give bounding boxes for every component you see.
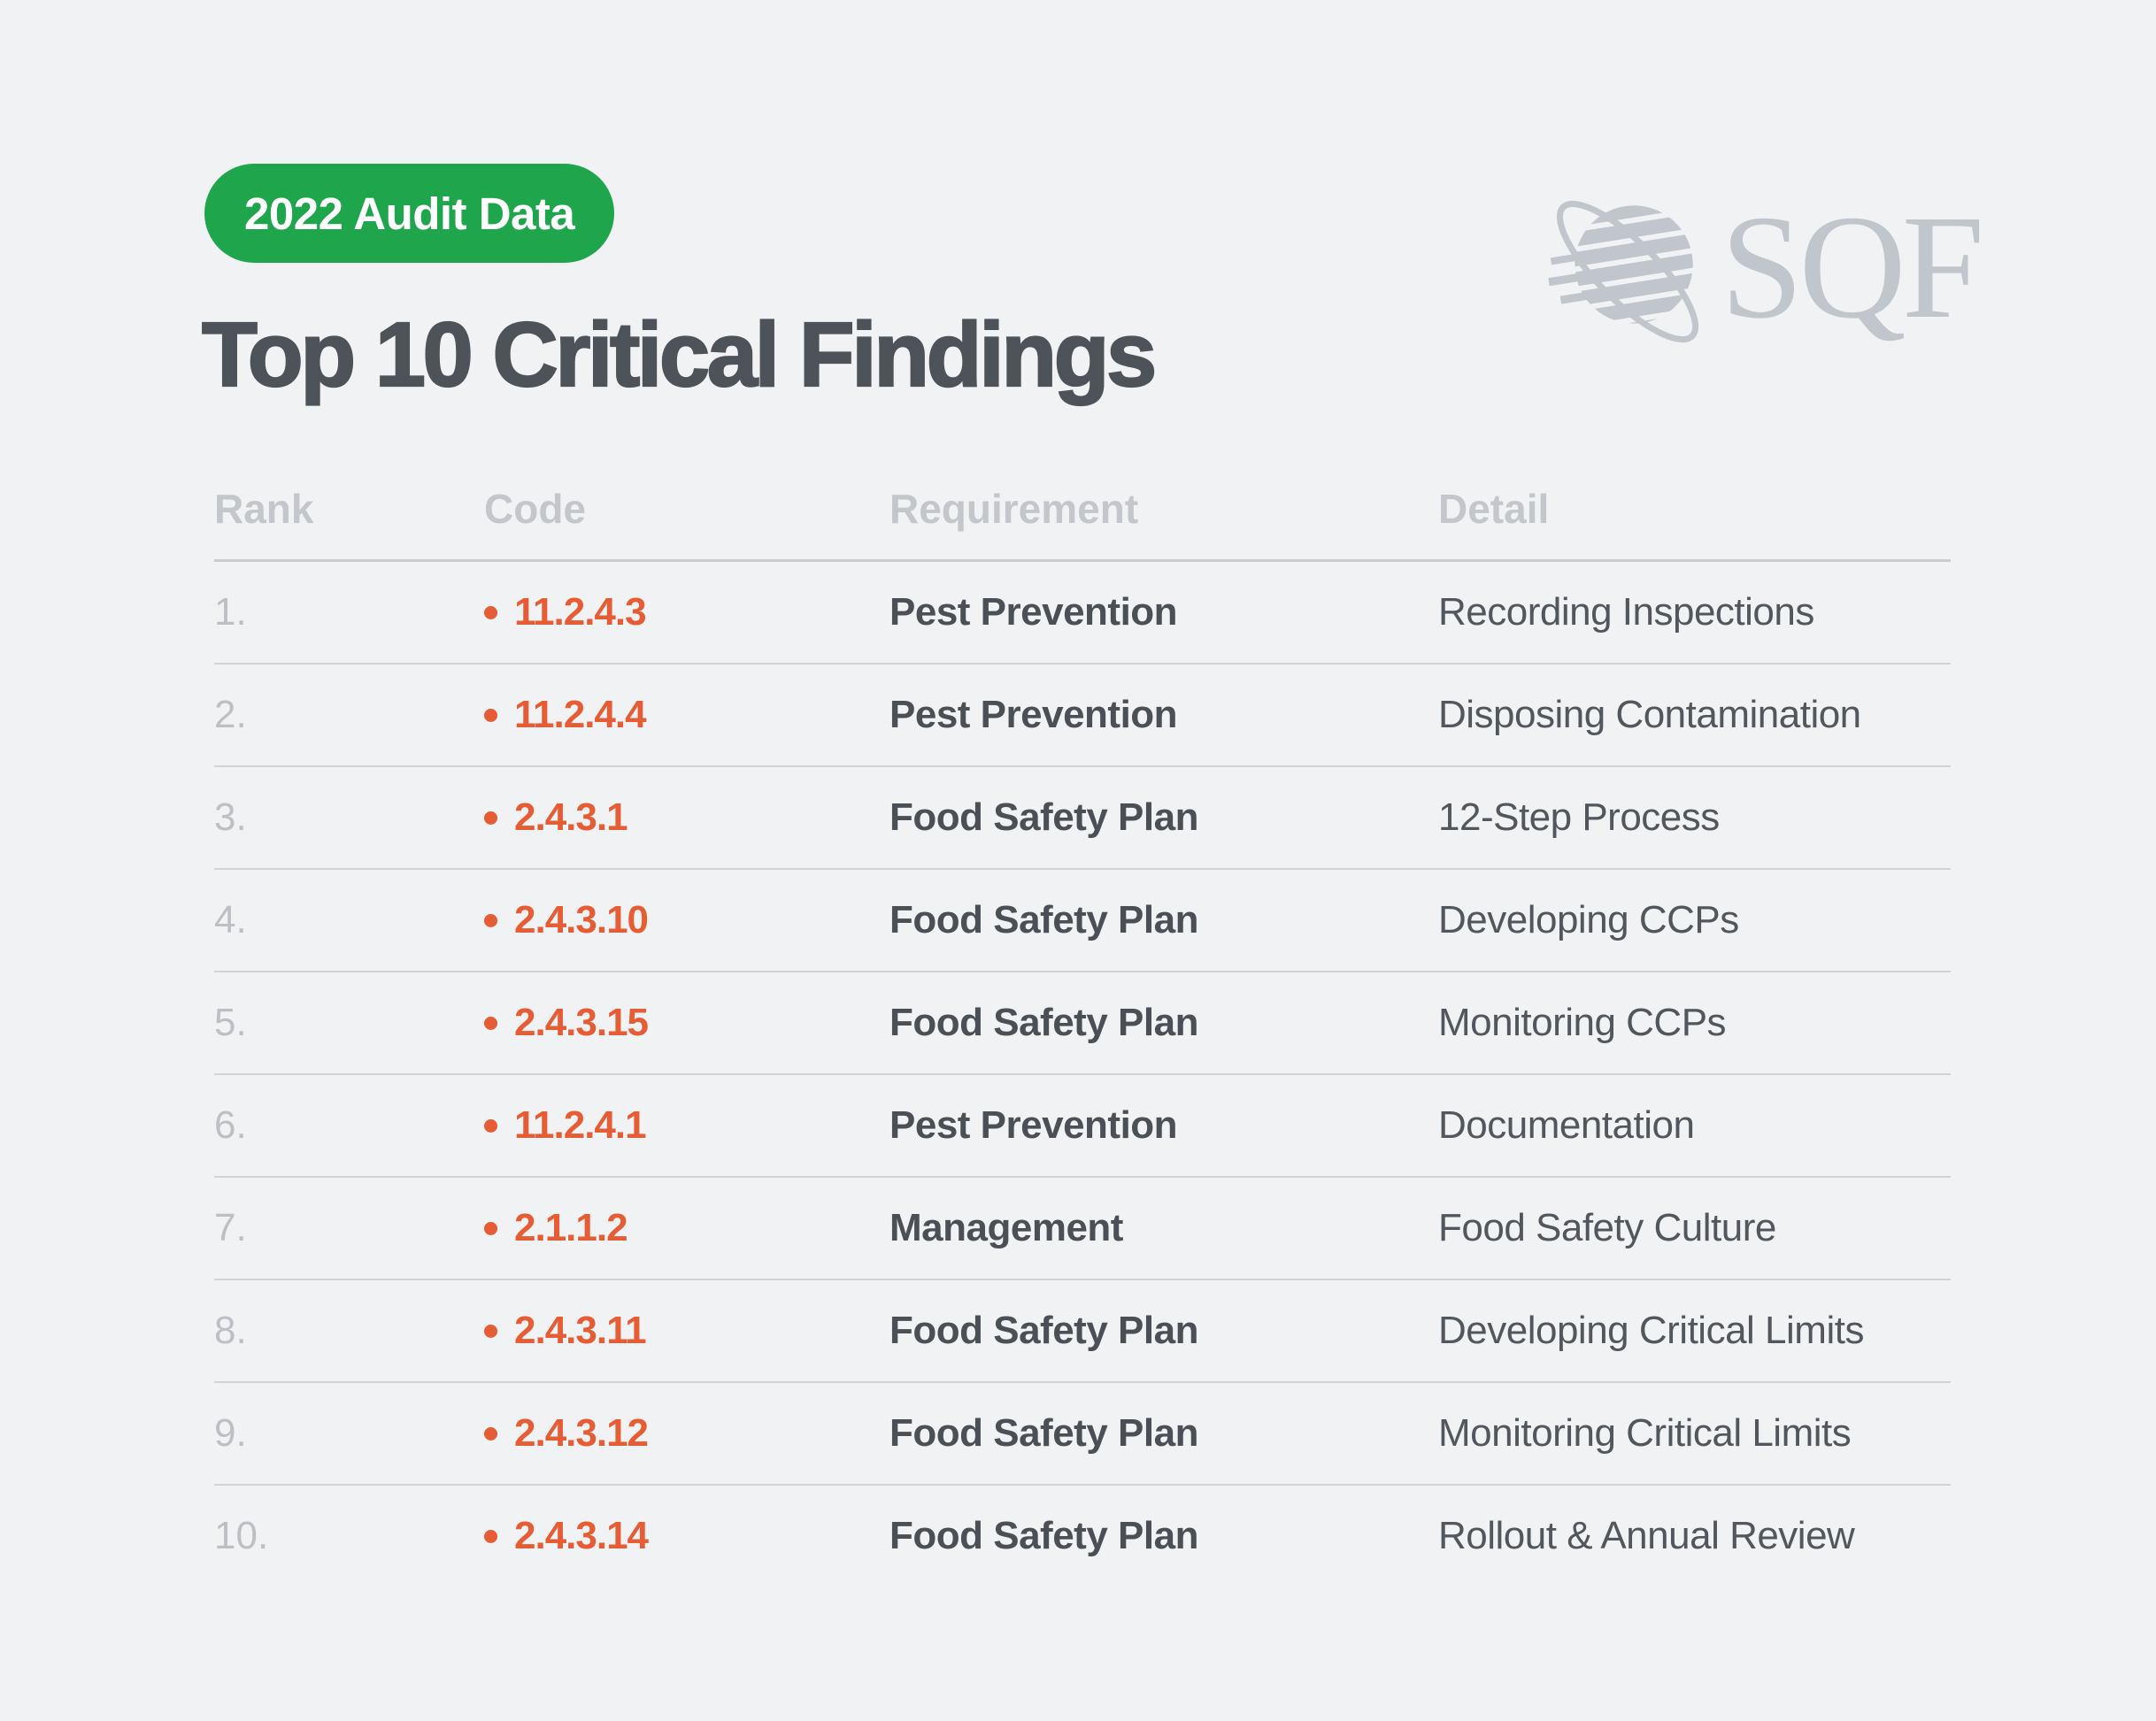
code-cell: 11.2.4.3 (484, 590, 889, 634)
code-value: 11.2.4.3 (514, 590, 647, 634)
column-header-requirement: Requirement (889, 486, 1139, 532)
requirement-cell: Management (889, 1206, 1123, 1249)
requirement-cell: Food Safety Plan (889, 795, 1198, 839)
requirement-cell: Food Safety Plan (889, 898, 1198, 941)
requirement-cell: Food Safety Plan (889, 1001, 1198, 1044)
code-value: 11.2.4.4 (514, 693, 647, 736)
rank-cell: 10. (214, 1514, 269, 1557)
table-row: 7. 2.1.1.2 Management Food Safety Cultur… (214, 1178, 1951, 1280)
detail-cell: Developing Critical Limits (1438, 1309, 1864, 1352)
column-header-code: Code (484, 486, 586, 532)
rank-cell: 9. (214, 1411, 247, 1455)
bullet-dot-icon (484, 1118, 497, 1133)
page-title: Top 10 Critical Findings (201, 303, 1159, 406)
table-row: 3. 2.4.3.1 Food Safety Plan 12-Step Proc… (214, 767, 1951, 870)
rank-cell: 1. (214, 590, 247, 634)
requirement-cell: Food Safety Plan (889, 1411, 1198, 1455)
rank-cell: 3. (214, 795, 247, 839)
table-body: 1. 11.2.4.3 Pest Prevention Recording In… (214, 562, 1951, 1587)
code-cell: 11.2.4.1 (484, 1103, 889, 1148)
rank-cell: 8. (214, 1309, 247, 1352)
sqf-logo-text: SQF (1721, 185, 1984, 350)
requirement-cell: Pest Prevention (889, 1103, 1178, 1147)
requirement-cell: Pest Prevention (889, 693, 1178, 736)
code-value: 2.4.3.1 (514, 795, 628, 839)
bullet-dot-icon (484, 1221, 497, 1235)
code-cell: 2.4.3.11 (484, 1309, 889, 1353)
column-header-detail: Detail (1438, 486, 1550, 532)
requirement-cell: Food Safety Plan (889, 1514, 1198, 1557)
code-value: 2.4.3.10 (514, 898, 649, 941)
rank-cell: 2. (214, 693, 247, 736)
detail-cell: Monitoring CCPs (1438, 1001, 1727, 1044)
code-cell: 2.4.3.12 (484, 1411, 889, 1456)
table-row: 2. 11.2.4.4 Pest Prevention Disposing Co… (214, 665, 1951, 767)
code-cell: 2.4.3.1 (484, 795, 889, 840)
detail-cell: Recording Inspections (1438, 590, 1814, 634)
column-header-rank: Rank (214, 486, 314, 532)
table-row: 5. 2.4.3.15 Food Safety Plan Monitoring … (214, 972, 1951, 1075)
bullet-dot-icon (484, 1016, 497, 1030)
rank-cell: 6. (214, 1103, 247, 1147)
rank-cell: 7. (214, 1206, 247, 1249)
table-row: 4. 2.4.3.10 Food Safety Plan Developing … (214, 870, 1951, 972)
detail-cell: Food Safety Culture (1438, 1206, 1776, 1249)
detail-cell: Rollout & Annual Review (1438, 1514, 1855, 1557)
bullet-dot-icon (484, 811, 497, 825)
table-row: 9. 2.4.3.12 Food Safety Plan Monitoring … (214, 1383, 1951, 1486)
bullet-dot-icon (484, 708, 497, 722)
bullet-dot-icon (484, 1324, 497, 1338)
sqf-logo: SQF (1538, 182, 1984, 361)
code-value: 2.4.3.11 (514, 1309, 647, 1352)
code-value: 2.4.3.12 (514, 1411, 649, 1455)
detail-cell: Documentation (1438, 1103, 1695, 1147)
rank-cell: 5. (214, 1001, 247, 1044)
findings-table: Rank Code Requirement Detail 1. 11.2.4.3… (214, 485, 1951, 1587)
code-cell: 2.1.1.2 (484, 1206, 889, 1250)
table-row: 8. 2.4.3.11 Food Safety Plan Developing … (214, 1280, 1951, 1383)
code-value: 2.4.3.14 (514, 1514, 649, 1557)
code-cell: 2.4.3.10 (484, 898, 889, 942)
code-value: 11.2.4.1 (514, 1103, 647, 1147)
bullet-dot-icon (484, 913, 497, 927)
requirement-cell: Food Safety Plan (889, 1309, 1198, 1352)
table-row: 6. 11.2.4.1 Pest Prevention Documentatio… (214, 1075, 1951, 1178)
detail-cell: Monitoring Critical Limits (1438, 1411, 1852, 1455)
rank-cell: 4. (214, 898, 247, 941)
detail-cell: 12-Step Process (1438, 795, 1720, 839)
table-row: 1. 11.2.4.3 Pest Prevention Recording In… (214, 562, 1951, 665)
code-cell: 2.4.3.14 (484, 1514, 889, 1558)
requirement-cell: Pest Prevention (889, 590, 1178, 634)
code-cell: 11.2.4.4 (484, 693, 889, 737)
table-header: Rank Code Requirement Detail (214, 485, 1951, 562)
bullet-dot-icon (484, 1529, 497, 1543)
detail-cell: Disposing Contamination (1438, 693, 1861, 736)
code-value: 2.1.1.2 (514, 1206, 628, 1249)
code-value: 2.4.3.15 (514, 1001, 649, 1044)
table-row: 10. 2.4.3.14 Food Safety Plan Rollout & … (214, 1486, 1951, 1587)
sqf-globe-icon (1548, 196, 1702, 343)
bullet-dot-icon (484, 1426, 497, 1441)
detail-cell: Developing CCPs (1438, 898, 1739, 941)
audit-year-badge: 2022 Audit Data (204, 164, 615, 263)
code-cell: 2.4.3.15 (484, 1001, 889, 1045)
bullet-dot-icon (484, 605, 497, 619)
